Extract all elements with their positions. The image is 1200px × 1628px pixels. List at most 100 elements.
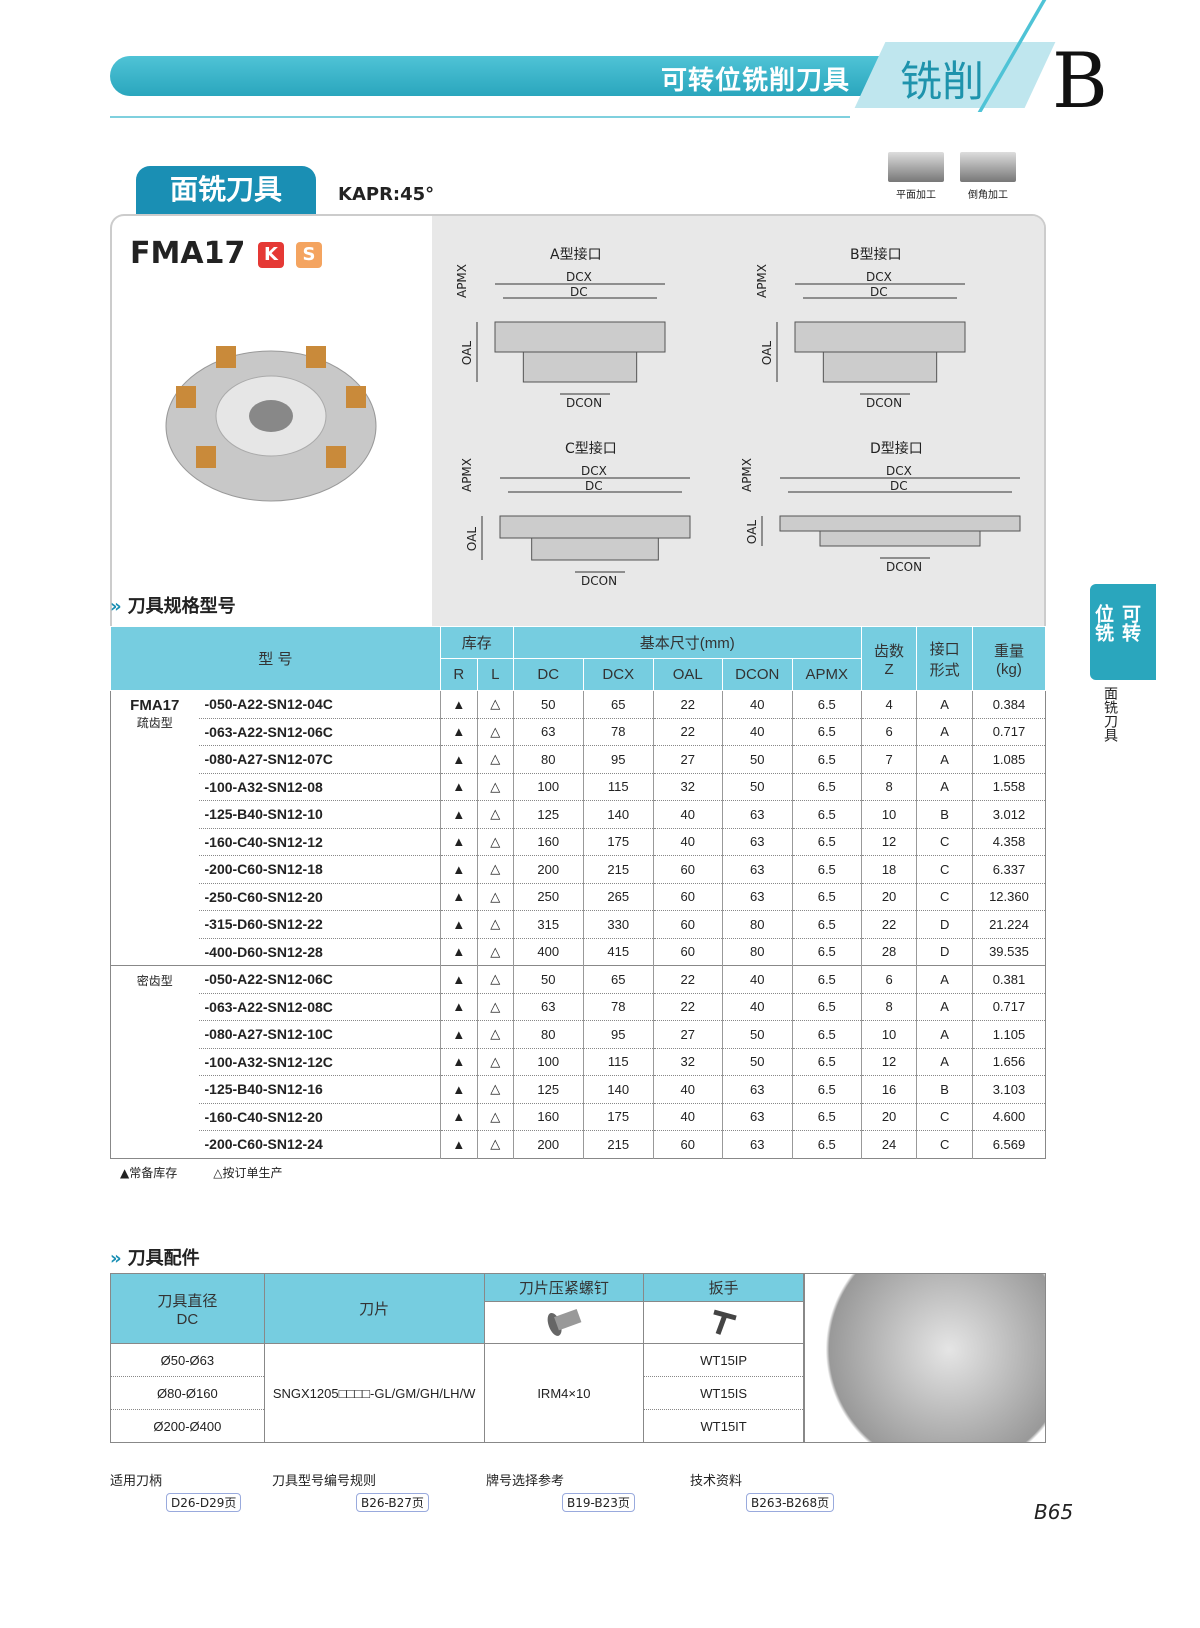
ref-page[interactable]: D26-D29页	[166, 1493, 242, 1512]
spec-heading: » 刀具规格型号	[110, 592, 236, 618]
teeth: 10	[860, 1020, 917, 1049]
weight: 3.012	[971, 800, 1046, 829]
stock-l: △	[476, 965, 514, 994]
label-apmx: APMX	[740, 457, 755, 493]
teeth: 20	[860, 1103, 917, 1131]
col-dcon: DCON	[721, 658, 793, 691]
interface: A	[916, 718, 973, 746]
ref-link-holder[interactable]: 适用刀柄 D26-D29页	[110, 1470, 242, 1512]
model-code: -100-A32-SN12-12C	[198, 1048, 441, 1076]
dcx: 175	[582, 1103, 654, 1131]
table-row: -200-C60-SN12-18 ▲ △ 200 215 60 63 6.5 18 C 6.337	[111, 855, 1046, 884]
dcon: 40	[721, 718, 793, 746]
stock-l: △	[476, 718, 514, 746]
legend-order: △按订单生产	[213, 1166, 283, 1180]
dcx: 65	[582, 690, 654, 719]
teeth: 28	[860, 938, 917, 966]
ref-link-tech[interactable]: 技术资料 B263-B268页	[690, 1470, 835, 1512]
teeth: 18	[860, 855, 917, 884]
model-code: -200-C60-SN12-18	[198, 855, 441, 884]
teeth: 22	[860, 910, 917, 939]
interface: A	[916, 1048, 973, 1076]
machining-label: 倒角加工	[968, 190, 1008, 201]
dc: 100	[512, 773, 584, 801]
label-dcon: DCON	[581, 574, 618, 588]
header-section: 铣削	[900, 57, 985, 106]
weight: 21.224	[971, 910, 1046, 939]
label-dcx: DCX	[581, 464, 607, 478]
dc: 80	[512, 1020, 584, 1049]
table-row: -100-A32-SN12-08 ▲ △ 100 115 32 50 6.5 8 A 1.558	[111, 773, 1046, 801]
dc: 100	[512, 1048, 584, 1076]
dcon: 63	[721, 1103, 793, 1131]
stock-l: △	[476, 938, 514, 966]
screw-code: IRM4×10	[483, 1343, 644, 1443]
assembly-image	[804, 1273, 1046, 1443]
stock-r: ▲	[439, 690, 478, 719]
screw-image	[483, 1301, 645, 1344]
dcx: 215	[582, 855, 654, 884]
label-dc: DC	[870, 285, 888, 299]
table-row: FMA17 疏齿型 -050-A22-SN12-04C ▲ △ 50 65 22 40 6.5 4 A…	[111, 690, 1046, 730]
accessories-heading-text: 刀具配件	[127, 1248, 200, 1269]
dcon: 63	[721, 1075, 793, 1104]
oal: 22	[652, 965, 723, 994]
dcx: 415	[582, 938, 654, 966]
label-dcon: DCON	[866, 396, 903, 410]
interface: C	[916, 1103, 973, 1131]
stock-l: △	[476, 745, 514, 774]
face-milling-icon	[888, 152, 944, 182]
dc: 200	[512, 855, 584, 884]
dcon: 80	[721, 938, 793, 966]
oal: 60	[652, 1130, 723, 1159]
section-tab: 面铣刀具	[136, 166, 316, 214]
teeth: 8	[860, 773, 917, 801]
stock-r: ▲	[439, 938, 478, 966]
ref-page[interactable]: B26-B27页	[356, 1493, 429, 1512]
stock-l: △	[476, 855, 514, 884]
dcx: 95	[582, 1020, 654, 1049]
ref-page[interactable]: B19-B23页	[562, 1493, 635, 1512]
apmx: 6.5	[791, 1130, 862, 1159]
stock-r: ▲	[439, 718, 478, 746]
dcx: 215	[582, 1130, 654, 1159]
machining-label: 平面加工	[896, 190, 936, 201]
teeth: 8	[860, 993, 917, 1021]
interface: C	[916, 855, 973, 884]
col-z: 齿数 Z	[860, 626, 918, 691]
side-tab[interactable]: 可转位铣削	[1065, 584, 1156, 680]
stock-r: ▲	[439, 828, 478, 856]
dcon: 50	[721, 773, 793, 801]
interface: A	[916, 965, 973, 994]
label-oal: OAL	[745, 519, 760, 545]
stock-r: ▲	[439, 1020, 478, 1049]
label-dcx: DCX	[886, 464, 912, 478]
label-dcx: DCX	[866, 270, 892, 284]
interface-diagram-c: C型接口 DCX DC APMX OAL DCON	[440, 438, 730, 603]
ref-link-code-rules[interactable]: 刀具型号编号规则 B26-B27页	[272, 1470, 429, 1512]
dc: 400	[512, 938, 584, 966]
dcx: 140	[582, 800, 654, 829]
weight: 1.656	[971, 1048, 1046, 1076]
dcx: 115	[582, 773, 654, 801]
label-oal: OAL	[465, 526, 480, 552]
header-line	[110, 116, 850, 118]
teeth: 6	[860, 718, 917, 746]
teeth: 16	[860, 1075, 917, 1104]
stock-r: ▲	[439, 1075, 478, 1104]
stock-l: △	[476, 883, 514, 911]
weight: 0.381	[971, 965, 1046, 994]
oal: 22	[652, 718, 723, 746]
ref-page[interactable]: B263-B268页	[746, 1493, 835, 1512]
ref-link-grade[interactable]: 牌号选择参考 B19-B23页	[486, 1470, 635, 1512]
teeth: 20	[860, 883, 917, 911]
interface-diagram-d: D型接口 DCX DC APMX OAL DCON	[740, 438, 1040, 603]
diagram-title: C型接口	[565, 441, 617, 457]
grade-badge-s: S	[296, 242, 322, 268]
interface: A	[916, 690, 973, 719]
apmx: 6.5	[791, 800, 862, 829]
label-apmx: APMX	[455, 263, 470, 299]
apmx: 6.5	[791, 1020, 862, 1049]
cutter-drawing	[776, 283, 966, 395]
apmx: 6.5	[791, 883, 862, 911]
